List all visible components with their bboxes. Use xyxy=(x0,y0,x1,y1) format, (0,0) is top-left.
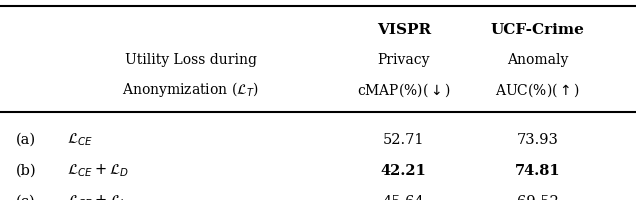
Text: 74.81: 74.81 xyxy=(515,164,560,178)
Text: (b): (b) xyxy=(16,164,36,178)
Text: cMAP(%)($\downarrow$): cMAP(%)($\downarrow$) xyxy=(357,81,451,99)
Text: Anomaly: Anomaly xyxy=(507,53,568,67)
Text: 42.21: 42.21 xyxy=(381,164,427,178)
Text: 45.64: 45.64 xyxy=(383,195,425,200)
Text: 52.71: 52.71 xyxy=(383,133,425,147)
Text: 69.52: 69.52 xyxy=(516,195,558,200)
Text: $\mathcal{L}_{CE} + \mathcal{L}_{D}$: $\mathcal{L}_{CE} + \mathcal{L}_{D}$ xyxy=(67,163,129,179)
Text: Anonymization ($\mathcal{L}_T$): Anonymization ($\mathcal{L}_T$) xyxy=(122,80,259,99)
Text: Privacy: Privacy xyxy=(378,53,430,67)
Text: $\mathcal{L}_{CE} + \mathcal{L}_{I}$: $\mathcal{L}_{CE} + \mathcal{L}_{I}$ xyxy=(67,194,124,200)
Text: $\mathcal{L}_{CE}$: $\mathcal{L}_{CE}$ xyxy=(67,132,93,148)
Text: AUC(%)($\uparrow$): AUC(%)($\uparrow$) xyxy=(495,81,580,99)
Text: VISPR: VISPR xyxy=(377,23,431,37)
Text: UCF-Crime: UCF-Crime xyxy=(490,23,584,37)
Text: (a): (a) xyxy=(16,133,36,147)
Text: 73.93: 73.93 xyxy=(516,133,558,147)
Text: (c): (c) xyxy=(16,195,36,200)
Text: Utility Loss during: Utility Loss during xyxy=(125,53,257,67)
